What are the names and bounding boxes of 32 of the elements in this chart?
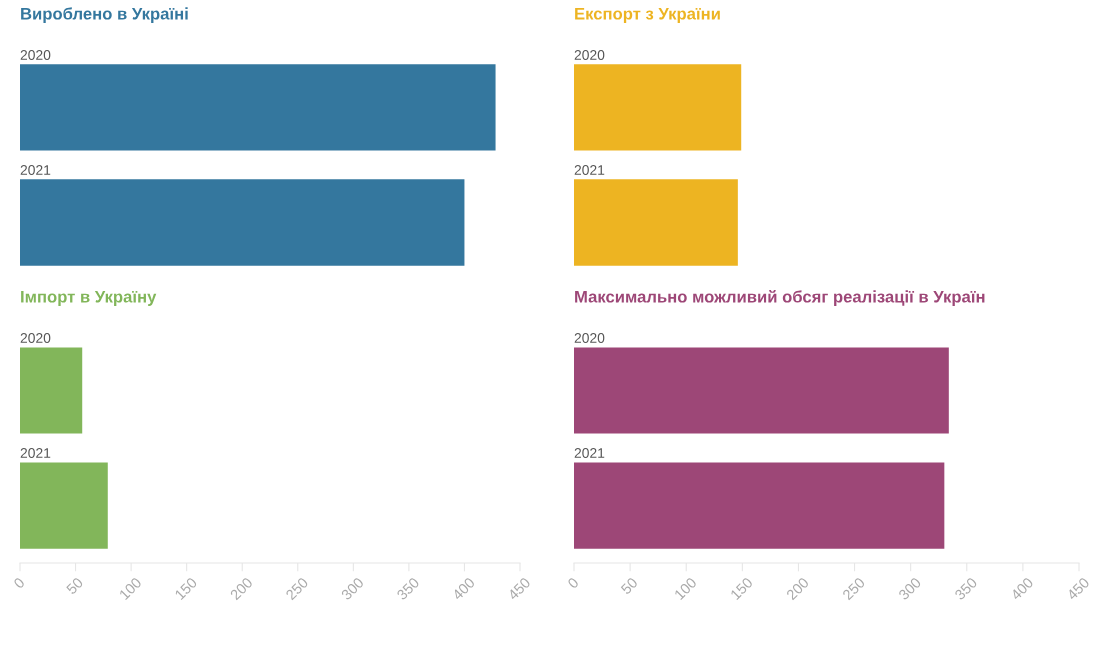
text: Вироблено в Україні xyxy=(21,7,188,23)
category-label: 2020 xyxy=(574,333,605,343)
text: Максимально можливий обсяг реалізації в Україн xyxy=(575,290,985,306)
x-tick-label: 0 xyxy=(13,576,26,590)
x-tick-label: 0 xyxy=(567,576,580,590)
x-tick-label: 300 xyxy=(340,576,365,601)
x-tick-label: 350 xyxy=(396,576,420,601)
x-tick-label: 450 xyxy=(507,576,531,601)
text: Експорт з України xyxy=(575,7,720,23)
x-tick-label: 150 xyxy=(729,576,754,601)
category-label: 2020 xyxy=(20,333,51,343)
x-tick-label: 350 xyxy=(954,576,978,601)
x-tick-label: 100 xyxy=(118,576,143,601)
x-tick-label: 250 xyxy=(841,576,866,601)
category-label: 2021 xyxy=(574,448,605,458)
category-label: 2020 xyxy=(20,50,51,60)
category-label: 2021 xyxy=(574,165,605,175)
x-tick-label: 100 xyxy=(673,576,698,601)
x-tick-label: 50 xyxy=(620,576,639,595)
category-label: 2021 xyxy=(20,165,51,175)
x-tick-label: 250 xyxy=(285,576,309,601)
x-tick-label: 200 xyxy=(229,576,254,601)
category-label: 2021 xyxy=(20,448,51,458)
x-tick-label: 450 xyxy=(1066,576,1090,601)
x-tick-label: 150 xyxy=(174,576,198,601)
x-tick-label: 300 xyxy=(897,576,922,601)
x-tick-label: 400 xyxy=(451,576,476,601)
x-tick-label: 400 xyxy=(1009,576,1034,601)
x-tick-label: 50 xyxy=(65,576,84,595)
category-label: 2020 xyxy=(574,50,605,60)
x-tick-label: 200 xyxy=(785,576,810,601)
text: Імпорт в Україну xyxy=(21,290,157,306)
